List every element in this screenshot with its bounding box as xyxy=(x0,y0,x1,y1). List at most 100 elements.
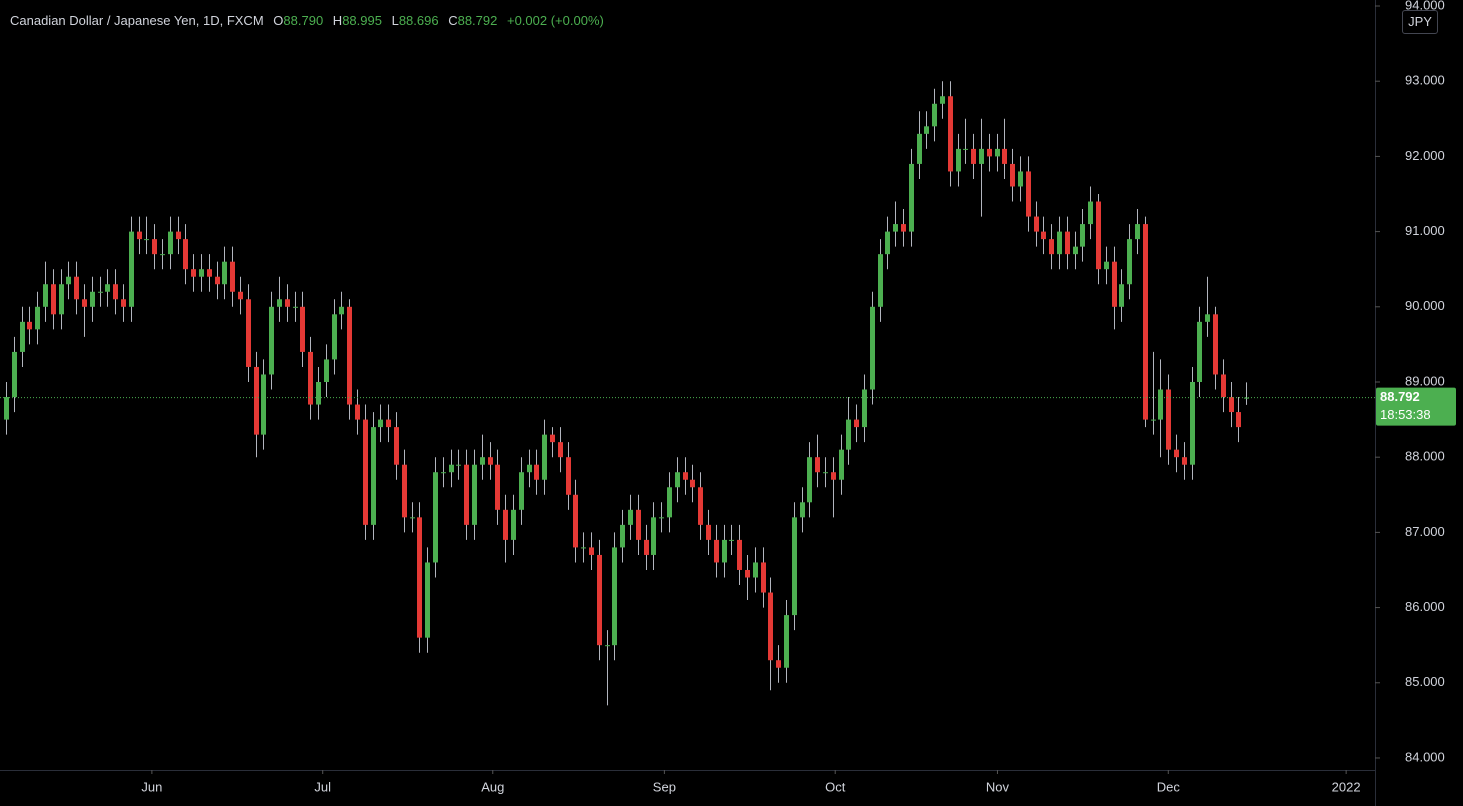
candle-body xyxy=(940,96,945,104)
candle-body xyxy=(737,539,742,570)
candle-body xyxy=(784,615,789,668)
y-tick-label: 85.000 xyxy=(1405,674,1445,689)
candle-body xyxy=(441,472,446,474)
candle-body xyxy=(511,509,516,540)
candle-body xyxy=(1197,321,1202,382)
ohlc-value: 88.790 xyxy=(283,13,324,28)
candle-body xyxy=(1236,412,1241,428)
x-tick-label: 2022 xyxy=(1332,779,1361,794)
candle-body xyxy=(199,269,204,277)
candle-body xyxy=(714,539,719,563)
candle-body xyxy=(839,449,844,480)
candle-body xyxy=(956,148,961,172)
candle-body xyxy=(293,306,298,308)
candle-body xyxy=(1119,284,1124,307)
candle-body xyxy=(168,231,173,255)
candle-body xyxy=(948,96,953,172)
candle-body xyxy=(433,472,438,563)
candle-body xyxy=(1221,374,1226,398)
x-tick-label: Nov xyxy=(986,779,1010,794)
candle-body xyxy=(1166,389,1171,450)
ohlc-value: 88.995 xyxy=(342,13,382,28)
candle-body xyxy=(987,148,992,157)
y-tick-label: 89.000 xyxy=(1405,373,1445,388)
currency-button[interactable]: JPY xyxy=(1402,10,1438,34)
ohlc-key: O xyxy=(273,13,284,28)
candle-body xyxy=(597,554,602,646)
candle-body xyxy=(566,457,571,495)
candle-body xyxy=(527,464,532,473)
candle-body xyxy=(870,306,875,390)
ohlc-key: C xyxy=(448,13,458,28)
x-tick-label: Aug xyxy=(481,779,504,794)
candle-body xyxy=(628,509,633,525)
candle-body xyxy=(347,306,352,405)
candle-body xyxy=(74,276,79,300)
candle-body xyxy=(909,163,914,232)
candle-body xyxy=(971,148,976,164)
candle-body xyxy=(1088,201,1093,225)
candle-body xyxy=(846,419,851,450)
ohlc-key: L xyxy=(391,13,399,28)
candle-body xyxy=(410,517,415,519)
candle-body xyxy=(1143,224,1148,420)
candle-body xyxy=(417,517,422,638)
candle-body xyxy=(1026,171,1031,217)
candle-body xyxy=(1096,201,1101,270)
ohlc-key: H xyxy=(332,13,343,28)
candle-body xyxy=(995,148,1000,157)
candle-body xyxy=(300,306,305,352)
candle-body xyxy=(105,284,110,292)
last-price-label: 88.792 xyxy=(1380,389,1420,404)
candle-body xyxy=(612,547,617,646)
candle-body xyxy=(589,547,594,555)
candle-body xyxy=(66,276,71,285)
candle-body xyxy=(1229,397,1234,413)
candle-body xyxy=(917,133,922,164)
candle-body xyxy=(753,562,758,578)
candle-body xyxy=(230,261,235,292)
candle-body xyxy=(1010,163,1015,187)
candle-body xyxy=(542,434,547,480)
candle-body xyxy=(191,269,196,277)
candle-body xyxy=(1182,457,1187,465)
candle-body xyxy=(792,517,797,616)
x-tick-label: Jul xyxy=(314,779,331,794)
candle-body xyxy=(378,419,383,428)
candle-body xyxy=(878,254,883,307)
y-tick-label: 93.000 xyxy=(1405,73,1445,88)
countdown-label: 18:53:38 xyxy=(1380,407,1431,422)
candle-body xyxy=(620,524,625,548)
candle-body xyxy=(831,472,836,480)
candle-body xyxy=(932,103,937,127)
candle-body xyxy=(550,434,555,443)
candle-body xyxy=(1049,239,1054,255)
candle-body xyxy=(1127,239,1132,285)
candle-body xyxy=(1112,261,1117,307)
candle-body xyxy=(1190,381,1195,465)
candle-body xyxy=(823,472,828,474)
candle-body xyxy=(222,261,227,285)
candle-body xyxy=(456,464,461,466)
candle-body xyxy=(573,494,578,548)
candle-body xyxy=(885,231,890,255)
candle-body xyxy=(558,442,563,458)
candle-body xyxy=(308,351,313,405)
candle-body xyxy=(121,299,126,307)
candle-body xyxy=(698,487,703,525)
candle-body xyxy=(503,509,508,540)
candle-body xyxy=(472,464,477,525)
candle-body xyxy=(137,231,142,240)
candle-body xyxy=(425,562,430,638)
candle-body xyxy=(690,479,695,488)
candle-body xyxy=(480,457,485,465)
candle-body xyxy=(246,299,251,367)
candle-body xyxy=(644,539,649,555)
ohlc-value: 88.792 xyxy=(457,13,498,28)
ohlc-value: 88.696 xyxy=(398,13,439,28)
candle-body xyxy=(285,299,290,307)
candle-body xyxy=(581,547,586,549)
candle-body xyxy=(1080,224,1085,247)
y-tick-label: 87.000 xyxy=(1405,524,1445,539)
candle-body xyxy=(745,569,750,578)
